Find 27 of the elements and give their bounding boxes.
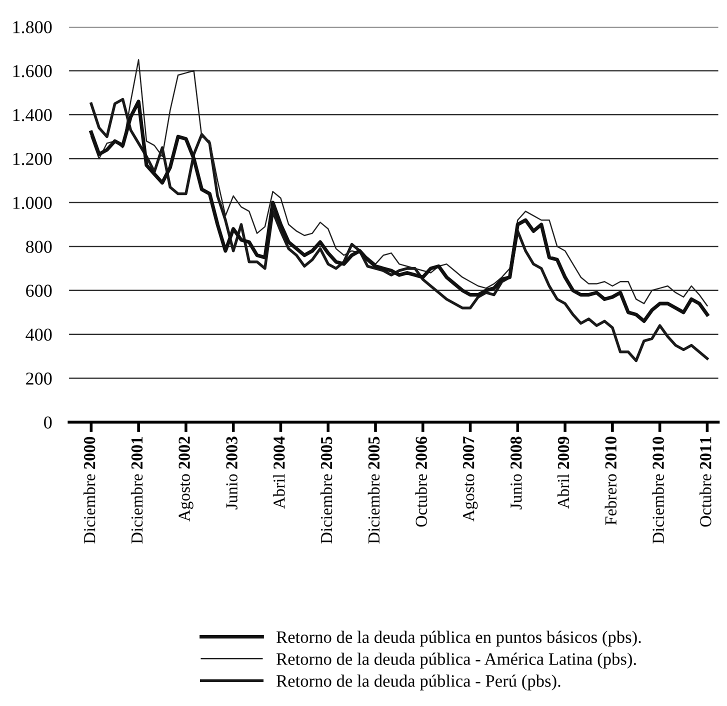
y-tick-label: 1.800 <box>13 21 52 34</box>
x-tick-label: Agosto 2007 <box>463 436 478 522</box>
x-tick-label: Agosto 2002 <box>178 436 194 522</box>
x-tick-label: Diciembre 2000 <box>84 436 96 544</box>
x-tick-label: Abril 2009 <box>557 436 570 509</box>
legend-label: Retorno de la deuda pública - América Latina (pbs). <box>276 652 636 668</box>
y-tick-label: 0 <box>44 416 52 429</box>
x-tick-label: Diciembre 2001 <box>130 437 143 544</box>
x-tick-label: Octubre 2006 <box>415 436 427 527</box>
x-tick-label: Diciembre 2010 <box>652 436 664 544</box>
y-tick-label: 200 <box>26 372 52 385</box>
y-tick-label: 1.200 <box>13 152 52 166</box>
y-tick-label: 600 <box>26 284 52 297</box>
y-tick-label: 400 <box>26 328 52 341</box>
x-tick-label: Diciembre 2005 <box>320 436 332 544</box>
x-tick-label: Diciembre 2005 <box>368 436 380 544</box>
x-tick-label: Febrero 2010 <box>604 436 617 525</box>
x-tick-label: Abril 2004 <box>273 436 285 509</box>
x-tick-label: Junio 2003 <box>226 436 238 510</box>
y-tick-label: 1.600 <box>13 65 52 78</box>
y-tick-label: 1.400 <box>13 108 52 122</box>
y-tick-label: 800 <box>26 240 52 253</box>
legend-label: Retorno de la deuda pública - Perú (pbs). <box>276 674 560 690</box>
x-tick-label: Octubre 2011 <box>700 437 712 527</box>
legend-label: Retorno de la deuda pública en puntos básicos (pbs). <box>276 630 641 647</box>
x-tick-label: Junio 2008 <box>510 436 522 510</box>
y-tick-label: 1.000 <box>13 196 52 210</box>
